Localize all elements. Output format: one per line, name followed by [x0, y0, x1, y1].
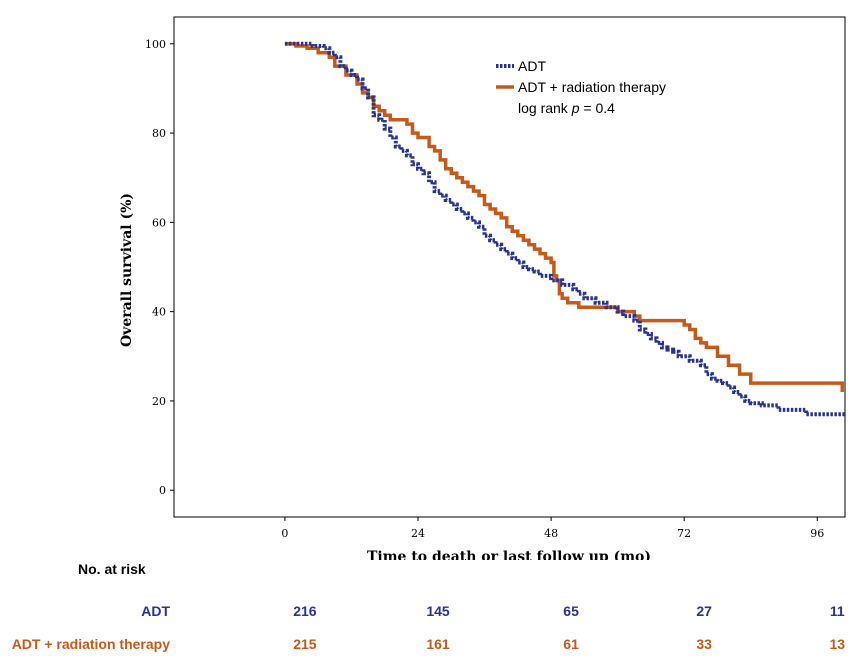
risk-row-label: ADT	[141, 603, 170, 619]
plot-frame	[173, 16, 846, 518]
y-tick-label: 40	[152, 306, 166, 319]
series-line-adt	[284, 41, 845, 417]
legend-label-adt: ADT	[518, 58, 546, 74]
risk-count: 33	[696, 636, 712, 652]
risk-count: 145	[426, 603, 450, 619]
y-tick-label: 80	[152, 127, 166, 140]
survival-chart: 0 20 40 60 80 100 0 24 48 72 96 Time to death or l…	[119, 16, 846, 560]
legend-label-rt: ADT + radiation therapy	[518, 79, 666, 95]
risk-count: 161	[426, 636, 450, 652]
risk-count: 216	[293, 603, 317, 619]
risk-count: 65	[563, 603, 579, 619]
y-tick-label: 20	[152, 395, 166, 408]
risk-count: 215	[293, 636, 317, 652]
risk-count: 27	[696, 603, 712, 619]
risk-count: 13	[829, 636, 846, 652]
risk-table-title: No. at risk	[78, 561, 146, 577]
axis-ticks: 0 20 40 60 80 100 0 24 48 72 96	[145, 38, 824, 540]
x-tick-label: 0	[281, 527, 288, 540]
risk-row-label: ADT + radiation therapy	[11, 636, 170, 652]
risk-count: 61	[563, 636, 579, 652]
x-tick-label: 72	[677, 527, 691, 540]
risk-count: 11	[829, 603, 845, 619]
legend: ADT ADT + radiation therapy log rank p =…	[496, 58, 666, 116]
x-axis-title: Time to death or last follow up (mo)	[367, 549, 651, 560]
x-tick-label: 48	[544, 527, 558, 540]
x-tick-label: 96	[810, 527, 824, 540]
x-tick-label: 24	[411, 527, 425, 540]
y-tick-label: 60	[152, 216, 166, 229]
y-tick-label: 100	[145, 38, 166, 51]
y-tick-label: 0	[159, 484, 166, 497]
logrank-annotation: log rank p = 0.4	[518, 100, 615, 116]
y-axis-title: Overall survival (%)	[119, 193, 135, 347]
survival-curves	[284, 41, 845, 417]
